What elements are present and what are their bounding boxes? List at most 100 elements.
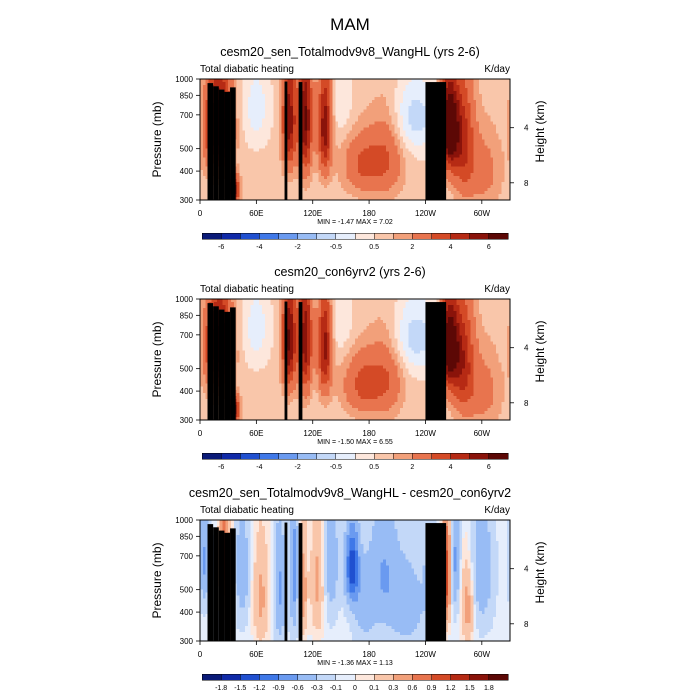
heatmap-cell	[411, 178, 415, 183]
heatmap-cell	[386, 193, 390, 198]
heatmap-cell	[371, 154, 376, 158]
heatmap-cell	[290, 160, 294, 164]
heatmap-cell	[355, 124, 359, 128]
heatmap-cell	[346, 169, 350, 174]
heatmap-cell	[493, 97, 497, 101]
heatmap-cell	[245, 91, 249, 95]
heatmap-cell	[481, 302, 485, 306]
heatmap-cell	[371, 100, 376, 104]
heatmap-cell	[262, 302, 266, 306]
heatmap-cell	[332, 151, 336, 155]
heatmap-cell	[355, 175, 359, 180]
heatmap-cell	[448, 82, 452, 86]
heatmap-cell	[233, 305, 237, 309]
heatmap-cell	[490, 299, 494, 303]
heatmap-cell	[346, 305, 350, 309]
heatmap-cell	[464, 178, 469, 183]
heatmap-cell	[371, 308, 376, 312]
heatmap-cell	[200, 94, 204, 98]
heatmap-cell	[462, 305, 466, 309]
heatmap-cell	[293, 124, 297, 128]
heatmap-cell	[247, 118, 252, 122]
heatmap-cell	[338, 187, 342, 192]
heatmap-cell	[349, 97, 353, 101]
heatmap-cell	[456, 139, 460, 143]
heatmap-cell	[293, 148, 297, 152]
heatmap-cell	[335, 151, 339, 155]
heatmap-cell	[307, 121, 311, 125]
heatmap-cell	[419, 112, 423, 116]
heatmap-cell	[278, 311, 283, 315]
heatmap-cell	[245, 311, 249, 315]
heatmap-cell	[360, 85, 364, 89]
heatmap-cell	[456, 115, 460, 119]
heatmap-cell	[264, 172, 268, 177]
heatmap-cell	[456, 142, 460, 146]
heatmap-cell	[453, 103, 457, 107]
heatmap-cell	[369, 127, 373, 131]
heatmap-cell	[507, 145, 511, 149]
heatmap-cell	[417, 82, 421, 86]
heatmap-cell	[242, 169, 246, 174]
heatmap-cell	[445, 196, 449, 201]
heatmap-cell	[202, 148, 206, 152]
heatmap-cell	[405, 145, 409, 149]
heatmap-cell	[228, 299, 232, 303]
heatmap-cell	[264, 139, 268, 143]
heatmap-cell	[484, 190, 488, 195]
heatmap-cell	[386, 175, 390, 180]
heatmap-cell	[417, 169, 421, 174]
heatmap-cell	[402, 139, 407, 143]
heatmap-cell	[397, 190, 401, 195]
heatmap-cell	[450, 148, 454, 152]
heatmap-cell	[450, 82, 454, 86]
heatmap-cell	[507, 130, 511, 134]
heatmap-cell	[278, 85, 283, 89]
heatmap-cell	[318, 148, 322, 152]
heatmap-cell	[245, 106, 249, 110]
heatmap-cell	[329, 130, 333, 134]
heatmap-cell	[411, 79, 415, 83]
heatmap-cell	[346, 115, 350, 119]
heatmap-cell	[202, 151, 206, 155]
heatmap-cell	[405, 79, 409, 83]
heatmap-cell	[408, 79, 412, 83]
heatmap-cell	[335, 196, 339, 201]
heatmap-cell	[459, 181, 463, 186]
heatmap-cell	[501, 139, 505, 143]
heatmap-cell	[267, 187, 271, 192]
heatmap-cell	[267, 172, 271, 177]
heatmap-cell	[200, 136, 204, 140]
heatmap-cell	[239, 106, 243, 110]
heatmap-cell	[484, 142, 488, 146]
heatmap-cell	[448, 302, 452, 306]
heatmap-cell	[397, 124, 401, 128]
heatmap-cell	[290, 112, 294, 116]
heatmap-cell	[273, 142, 277, 146]
heatmap-cell	[456, 154, 460, 158]
heatmap-cell	[250, 299, 254, 303]
heatmap-cell	[450, 88, 454, 92]
heatmap-cell	[464, 109, 469, 113]
heatmap-cell	[239, 100, 243, 104]
heatmap-cell	[326, 190, 330, 195]
heatmap-cell	[462, 175, 466, 180]
heatmap-cell	[366, 148, 370, 152]
heatmap-cell	[332, 181, 336, 186]
heatmap-cell	[253, 139, 257, 143]
heatmap-cell	[355, 127, 359, 131]
heatmap-cell	[253, 175, 257, 180]
heatmap-cell	[476, 151, 480, 155]
heatmap-cell	[479, 154, 483, 158]
heatmap-cell	[326, 163, 330, 168]
heatmap-cell	[281, 160, 285, 164]
heatmap-cell	[287, 181, 291, 186]
heatmap-cell	[377, 94, 381, 98]
heatmap-cell	[479, 157, 483, 161]
heatmap-cell	[318, 82, 322, 86]
heatmap-cell	[405, 166, 409, 171]
heatmap-cell	[236, 121, 240, 125]
y-tick-label: 850	[180, 91, 194, 100]
heatmap-cell	[476, 148, 480, 152]
heatmap-cell	[462, 157, 466, 161]
